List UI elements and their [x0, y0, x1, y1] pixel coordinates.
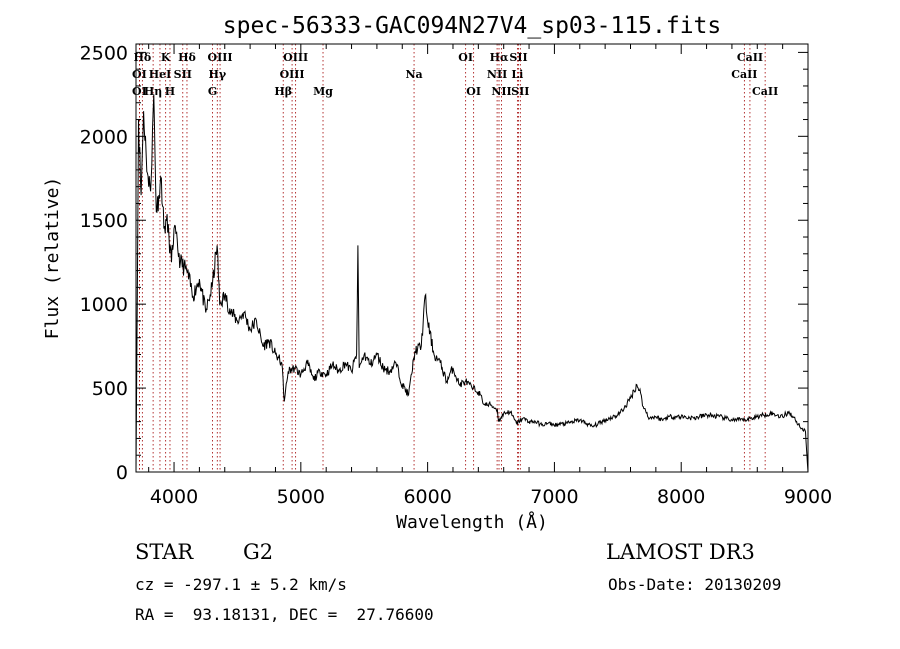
x-tick-label: 5000	[277, 486, 325, 508]
x-tick-label: 9000	[784, 486, 832, 508]
line-marker-label: K	[161, 51, 171, 64]
line-marker-label: OIII	[208, 51, 233, 64]
line-marker-label: SII	[511, 85, 529, 98]
line-marker-label: Hβ	[274, 85, 292, 98]
line-marker-label: OI	[132, 68, 147, 81]
line-marker-label: Hδ	[178, 51, 196, 64]
spectrum-line	[135, 94, 809, 473]
line-marker-label: Hδ	[133, 51, 151, 64]
x-axis-label: Wavelength (Å)	[396, 511, 548, 533]
y-tick-label: 2000	[80, 126, 128, 148]
line-marker-label: NII	[491, 85, 511, 98]
redshift-readout: cz = -297.1 ± 5.2 km/s	[135, 575, 347, 594]
y-axis: 0 500 1000 1500 2000 2500	[80, 42, 808, 484]
line-marker-label: Hα	[490, 51, 509, 64]
line-marker-label: Na	[405, 68, 422, 81]
line-marker-label: Hγ	[208, 68, 226, 81]
y-tick-label: 1500	[80, 210, 128, 232]
line-marker-label: NII	[487, 68, 507, 81]
y-tick-label: 1000	[80, 294, 128, 316]
line-marker-label: OIII	[280, 68, 305, 81]
x-tick-label: 4000	[150, 486, 198, 508]
object-class: STAR	[135, 540, 194, 564]
line-marker-label: Hη	[144, 85, 162, 98]
x-tick-label: 7000	[530, 486, 578, 508]
line-marker-label: CaII	[731, 68, 757, 81]
y-axis-label: Flux (relative)	[42, 177, 63, 340]
y-tick-label: 2500	[80, 42, 128, 64]
spectral-subclass: G2	[243, 540, 274, 564]
plot-frame	[135, 43, 809, 473]
spectrum-series	[135, 94, 809, 473]
line-marker-label: H	[165, 85, 175, 98]
y-tick-label: 500	[92, 378, 128, 400]
coordinates-readout: RA = 93.18131, DEC = 27.76600	[135, 605, 434, 624]
line-marker-label: HeI	[149, 68, 172, 81]
line-marker-label: OI	[466, 85, 481, 98]
x-axis: 4000 5000 6000 7000 8000 9000	[148, 44, 832, 508]
line-marker-label: OI	[458, 51, 473, 64]
line-marker-label: Mg	[313, 85, 333, 98]
line-marker-label: CaII	[752, 85, 778, 98]
line-marker-label: G	[208, 85, 217, 98]
x-tick-label: 6000	[403, 486, 451, 508]
line-marker-label: CaII	[737, 51, 763, 64]
line-marker-label: SII	[174, 68, 192, 81]
survey-release: LAMOST DR3	[606, 540, 755, 564]
chart-title: spec-56333-GAC094N27V4_sp03-115.fits	[223, 13, 722, 39]
observation-date: Obs-Date: 20130209	[608, 575, 782, 594]
x-tick-label: 8000	[657, 486, 705, 508]
y-tick-label: 0	[116, 462, 128, 484]
line-marker-label: Li	[511, 68, 523, 81]
line-marker-label: OIII	[283, 51, 308, 64]
line-marker-label: SII	[509, 51, 527, 64]
